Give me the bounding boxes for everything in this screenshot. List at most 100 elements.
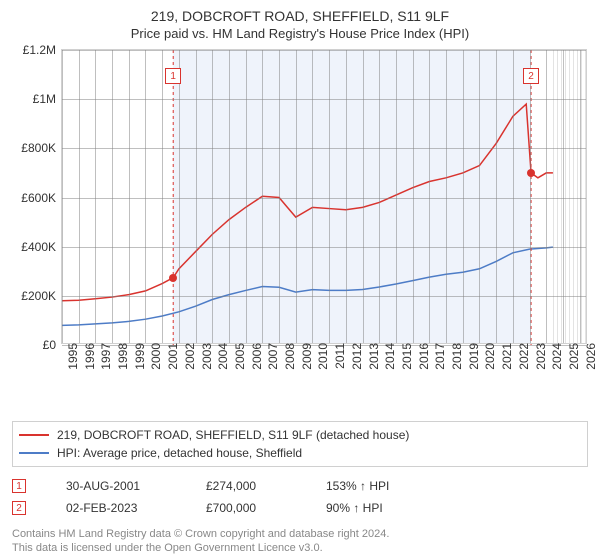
grid-v [312,50,313,343]
grid-v [413,50,414,343]
grid-v [79,50,80,343]
legend: 219, DOBCROFT ROAD, SHEFFIELD, S11 9LF (… [12,421,588,467]
x-tick-label: 2015 [396,343,414,370]
x-tick-label: 2013 [363,343,381,370]
sale-marker-box: 2 [523,68,539,84]
grid-v [229,50,230,343]
x-tick-label: 2018 [446,343,464,370]
footer: Contains HM Land Registry data © Crown c… [12,527,588,556]
sales-table: 1 30-AUG-2001 £274,000 153% ↑ HPI 2 02-FEB-20… [12,475,588,519]
grid-h [62,296,586,297]
chart-container: 219, DOBCROFT ROAD, SHEFFIELD, S11 9LF P… [0,0,600,560]
grid-v [279,50,280,343]
sale-marker-icon: 2 [12,501,26,515]
grid-v [95,50,96,343]
sale-row: 1 30-AUG-2001 £274,000 153% ↑ HPI [12,475,588,497]
grid-v [463,50,464,343]
grid-v [196,50,197,343]
x-tick-label: 2020 [479,343,497,370]
x-tick-label: 2016 [413,343,431,370]
x-tick-label: 2001 [162,343,180,370]
grid-v [246,50,247,343]
x-tick-label: 2004 [212,343,230,370]
footer-line-1: Contains HM Land Registry data © Crown c… [12,527,588,541]
grid-v [329,50,330,343]
x-tick-label: 1995 [62,343,80,370]
legend-row: 219, DOBCROFT ROAD, SHEFFIELD, S11 9LF (… [19,426,581,444]
grid-v [346,50,347,343]
x-tick-label: 1996 [79,343,97,370]
sale-row: 2 02-FEB-2023 £700,000 90% ↑ HPI [12,497,588,519]
sale-date: 30-AUG-2001 [66,479,166,493]
sale-point [527,169,535,177]
x-tick-label: 1998 [112,343,130,370]
grid-h [62,99,586,100]
grid-v [496,50,497,343]
grid-v [446,50,447,343]
grid-h [62,148,586,149]
sale-hpi: 90% ↑ HPI [326,501,406,515]
grid-v [129,50,130,343]
grid-v [513,50,514,343]
sale-price: £700,000 [206,501,286,515]
y-tick-label: £1.2M [23,43,62,57]
grid-v [162,50,163,343]
legend-swatch [19,434,49,436]
x-tick-label: 2008 [279,343,297,370]
grid-v [262,50,263,343]
legend-label: HPI: Average price, detached house, Shef… [57,446,302,460]
sale-date: 02-FEB-2023 [66,501,166,515]
y-tick-label: £800K [21,141,62,155]
x-tick-label: 2025 [563,343,581,370]
y-tick-label: £200K [21,289,62,303]
x-tick-label: 2005 [229,343,247,370]
legend-label: 219, DOBCROFT ROAD, SHEFFIELD, S11 9LF (… [57,428,409,442]
grid-v [580,50,581,343]
grid-h [62,50,586,51]
grid-v [379,50,380,343]
x-tick-label: 2022 [513,343,531,370]
grid-v [212,50,213,343]
x-tick-label: 2007 [262,343,280,370]
legend-swatch [19,452,49,454]
sale-point [169,274,177,282]
sale-marker-box: 1 [165,68,181,84]
chart-area: £0£200K£400K£600K£800K£1M£1.2M1995199619… [13,49,587,379]
grid-v [429,50,430,343]
x-tick-label: 2011 [329,343,347,369]
x-tick-label: 2003 [196,343,214,370]
y-tick-label: £0 [43,338,62,352]
x-tick-label: 2000 [145,343,163,370]
x-tick-label: 2014 [379,343,397,370]
grid-h [62,198,586,199]
grid-v [546,50,547,343]
x-tick-label: 2026 [580,343,598,370]
legend-row: HPI: Average price, detached house, Shef… [19,444,581,462]
grid-v [479,50,480,343]
grid-v [396,50,397,343]
grid-v [145,50,146,343]
x-tick-label: 2017 [429,343,447,370]
x-tick-label: 2024 [546,343,564,370]
x-tick-label: 2002 [179,343,197,370]
x-tick-label: 2021 [496,343,514,370]
plot-region: £0£200K£400K£600K£800K£1M£1.2M1995199619… [61,49,587,344]
chart-title: 219, DOBCROFT ROAD, SHEFFIELD, S11 9LF [8,8,592,24]
y-tick-label: £600K [21,191,62,205]
grid-v [112,50,113,343]
sale-price: £274,000 [206,479,286,493]
chart-subtitle: Price paid vs. HM Land Registry's House … [8,26,592,41]
grid-v [530,50,531,343]
grid-h [62,247,586,248]
x-tick-label: 1997 [95,343,113,370]
y-tick-label: £1M [33,92,62,106]
sale-hpi: 153% ↑ HPI [326,479,406,493]
y-tick-label: £400K [21,240,62,254]
grid-v [179,50,180,343]
grid-v [62,50,63,343]
grid-v [363,50,364,343]
x-tick-label: 2012 [346,343,364,370]
grid-v [296,50,297,343]
sale-marker-icon: 1 [12,479,26,493]
grid-v [563,50,564,343]
